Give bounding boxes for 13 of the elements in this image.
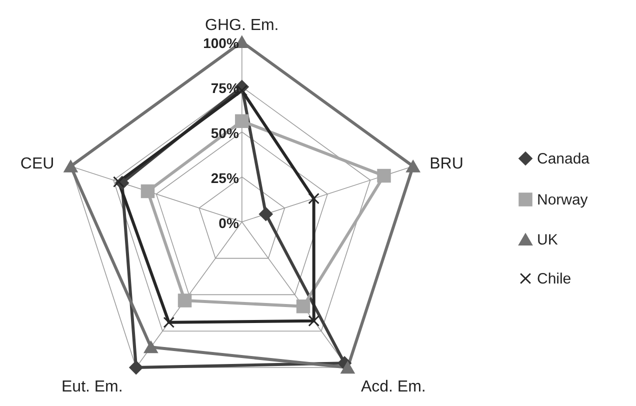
spoke-label: Eut. Em. bbox=[62, 378, 123, 396]
legend-label: Chile bbox=[536, 270, 572, 288]
legend-label: Canada bbox=[536, 150, 590, 168]
legend-label: UK bbox=[536, 232, 558, 248]
y-tick-label: 25% bbox=[210, 170, 240, 186]
spoke-label: Acd. Em. bbox=[360, 378, 426, 396]
spoke-label: BRU bbox=[430, 155, 464, 172]
y-tick-label: 100% bbox=[203, 34, 240, 51]
y-tick-label: 0% bbox=[218, 214, 240, 231]
legend-label: Norway bbox=[536, 192, 588, 208]
y-tick-label: 50% bbox=[210, 124, 240, 141]
spoke-label: GHG. Em. bbox=[205, 16, 279, 34]
spoke-label: CEU bbox=[20, 155, 54, 172]
